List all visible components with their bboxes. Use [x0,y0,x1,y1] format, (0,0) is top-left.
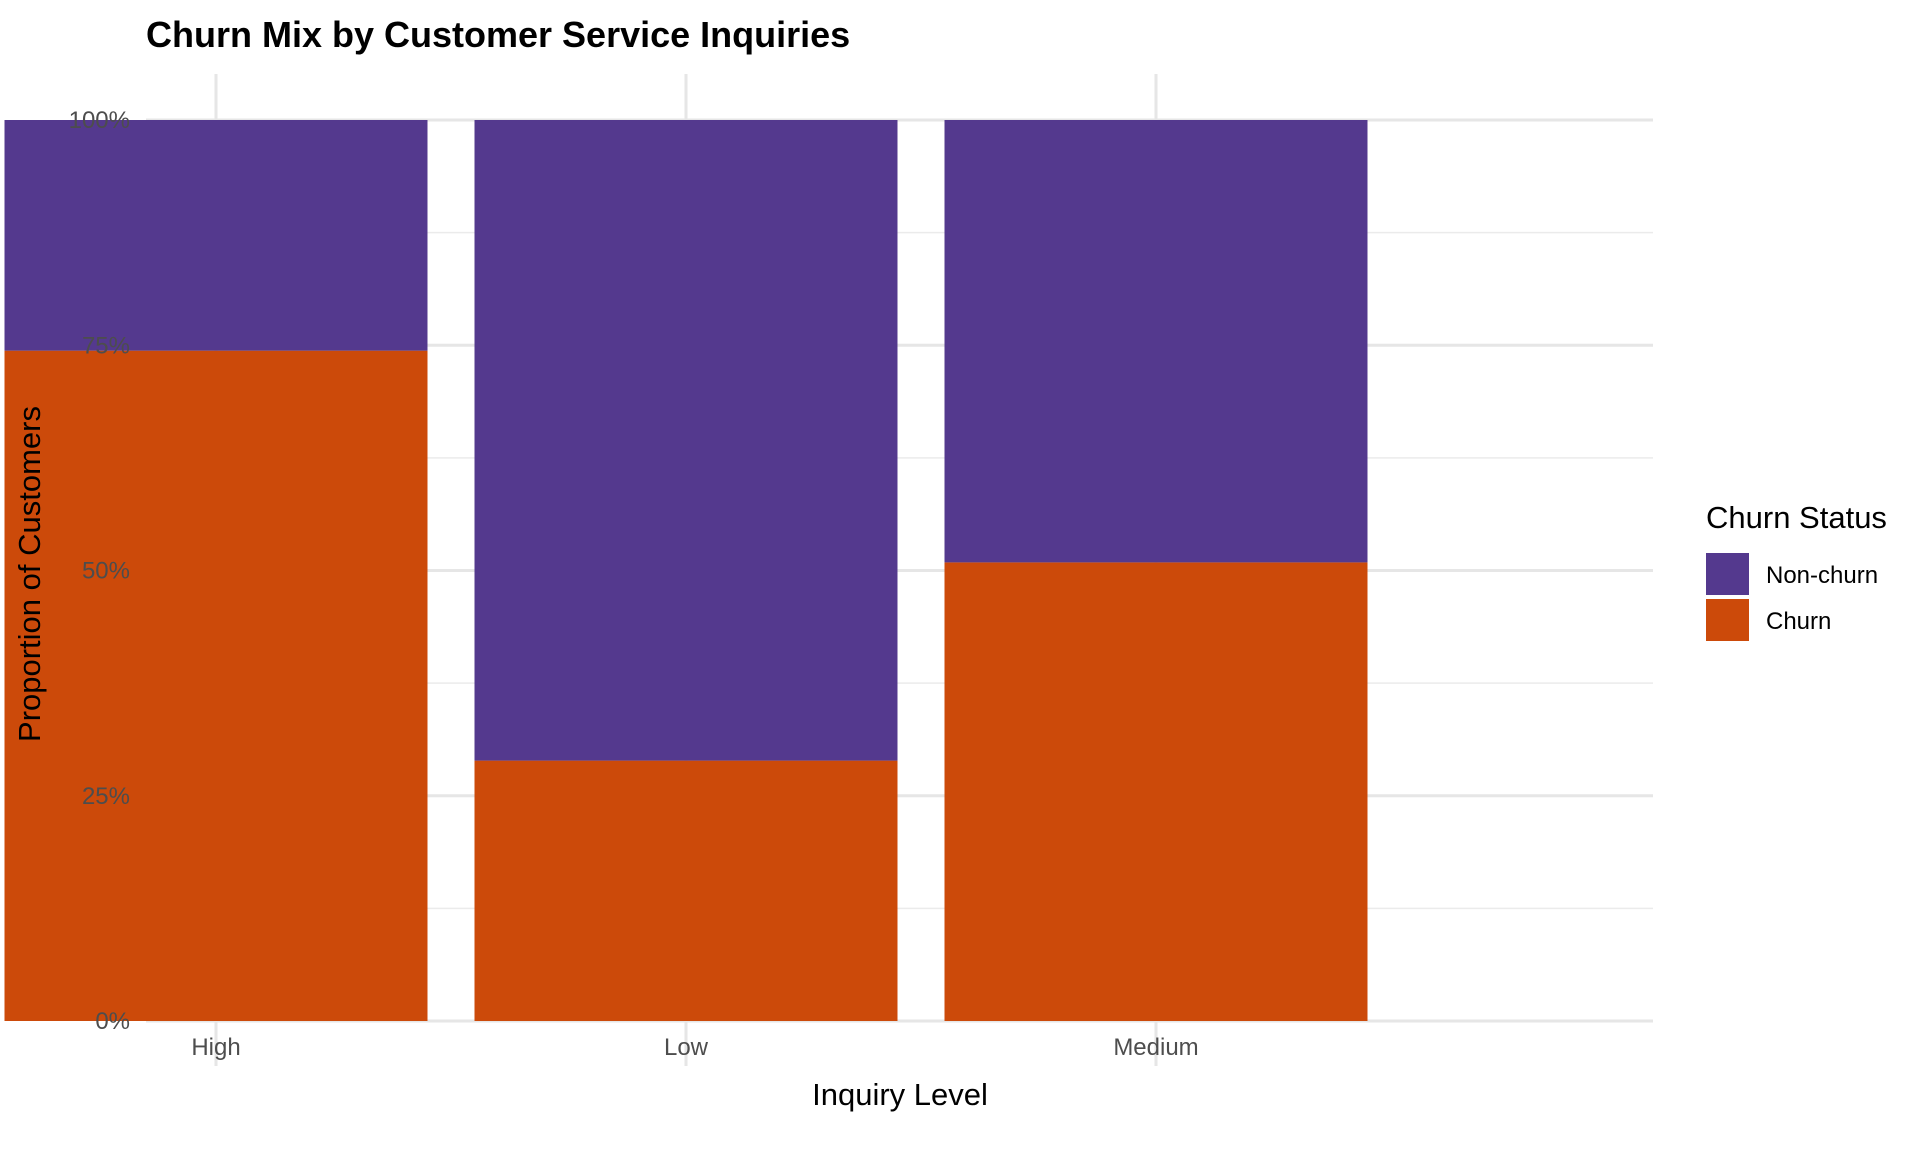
y-tick-label: 100% [69,107,130,134]
y-tick-label: 75% [82,332,130,359]
bar-medium-non-churn [944,120,1368,563]
x-axis-title: Inquiry Level [812,1077,988,1112]
legend-label-churn: Churn [1766,608,1831,635]
bar-medium-churn [944,562,1368,1021]
x-axis-ticks: High Low Medium [191,1034,1198,1061]
legend-swatch-non-churn [1706,553,1749,595]
bar-low-churn [474,760,898,1021]
bar-low-non-churn [474,120,898,761]
x-tick-label: Low [664,1034,709,1061]
legend-label-non-churn: Non-churn [1766,562,1878,589]
y-tick-label: 0% [95,1008,130,1035]
legend-title: Churn Status [1706,500,1887,535]
x-tick-label: Medium [1113,1034,1198,1061]
y-axis-title: Proportion of Customers [12,406,47,742]
bar-high-non-churn [4,120,428,351]
y-tick-label: 25% [82,783,130,810]
bar-high-churn [4,350,428,1021]
legend: Churn Status Non-churn Churn [1706,500,1887,641]
chart-title: Churn Mix by Customer Service Inquiries [146,14,850,55]
bars [4,120,1368,1021]
legend-items: Non-churn Churn [1706,553,1878,641]
y-axis-ticks: 0% 25% 50% 75% 100% [69,107,130,1035]
x-tick-label: High [191,1034,240,1061]
y-tick-label: 50% [82,558,130,585]
legend-swatch-churn [1706,599,1749,641]
